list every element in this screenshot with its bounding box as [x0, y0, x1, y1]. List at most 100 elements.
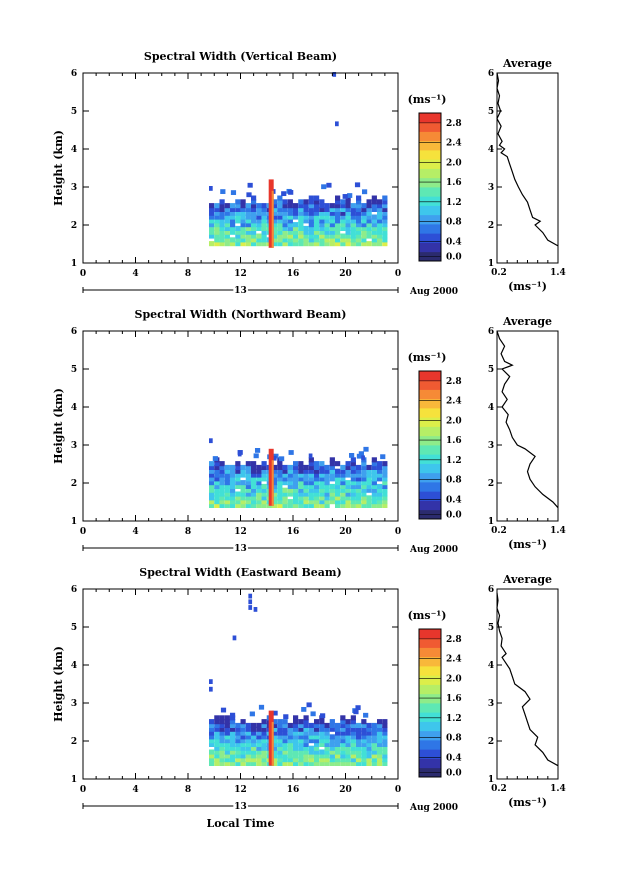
heatmap-cell [350, 487, 356, 493]
heatmap-cell [303, 749, 309, 755]
heatmap-cell [371, 225, 377, 231]
heatmap-cell [342, 194, 348, 199]
heatmap-cell [272, 760, 278, 766]
profile-y-tick-label: 2 [488, 221, 494, 231]
heatmap-cell [235, 726, 241, 732]
heatmap-cell [350, 753, 356, 759]
heatmap-cell [366, 199, 372, 205]
heatmap-cell [277, 719, 283, 725]
heatmap-cell [340, 757, 346, 763]
heatmap-cell [329, 237, 335, 243]
heatmap-cell [235, 241, 241, 247]
heatmap-cell [319, 719, 325, 725]
heatmap-cell [361, 476, 367, 482]
heatmap-cell [324, 730, 330, 736]
heatmap-cell [230, 190, 237, 195]
heatmap-cell [350, 734, 356, 740]
heatmap-cell [350, 730, 356, 736]
heatmap-cell [293, 203, 299, 209]
heatmap-cell [329, 749, 335, 755]
heatmap-cell [371, 502, 377, 508]
heatmap-cell [377, 757, 383, 763]
heatmap-cell [282, 480, 288, 486]
colorbar-swatch [419, 647, 441, 658]
heatmap-cell [293, 730, 299, 736]
heatmap-cell [319, 483, 325, 489]
profile-y-tick-label: 3 [488, 183, 494, 193]
profile-y-tick-label: 1 [488, 517, 494, 527]
heatmap-cell [261, 210, 267, 216]
heatmap-cell [356, 480, 362, 486]
heatmap-cell [335, 726, 341, 732]
heatmap-cell [371, 480, 377, 486]
profile-y-tick-label: 5 [488, 365, 494, 375]
heatmap-cell [256, 757, 262, 763]
heatmap-cell [314, 203, 320, 209]
profile-x-tick-label: 0.2 [491, 784, 507, 794]
heatmap-cell [287, 218, 293, 224]
heatmap-cell [256, 483, 262, 489]
heatmap-cell [366, 499, 372, 505]
heatmap-cell [256, 464, 262, 470]
profile-frame [496, 72, 559, 264]
heatmap-cell [293, 464, 299, 470]
heatmap-cell [371, 730, 377, 736]
heatmap-cell [340, 734, 346, 740]
heatmap-cell [209, 476, 215, 482]
heatmap-cell [335, 225, 341, 231]
heatmap-cell [350, 237, 356, 243]
heatmap-cell [261, 499, 267, 505]
heatmap-cell [314, 499, 320, 505]
heatmap-cell [308, 491, 314, 497]
heatmap-cell [230, 237, 236, 243]
heatmap-cell [361, 502, 367, 508]
heatmap-cell [235, 233, 241, 239]
colorbar-tick-label: 0.0 [446, 768, 462, 778]
heatmap-cell [340, 483, 346, 489]
heatmap-cell [251, 722, 257, 728]
heatmap-cell [324, 480, 330, 486]
heatmap-cell [293, 734, 299, 740]
heatmap-cell [335, 199, 341, 205]
heatmap-cell [329, 225, 335, 231]
heatmap-cell [230, 760, 236, 766]
heatmap-cell [293, 214, 299, 220]
heatmap-cell [245, 476, 251, 482]
heatmap-cell [314, 726, 320, 732]
heatmap-cell [329, 738, 335, 744]
heatmap-cell [314, 480, 320, 486]
colorbar-unit: (ms⁻¹) [408, 351, 447, 364]
profile-y-tick-label: 5 [488, 623, 494, 633]
heatmap-cell [366, 760, 372, 766]
heatmap-cell [277, 472, 283, 478]
heatmap-cell [382, 749, 388, 755]
panel-title: Spectral Width (Vertical Beam) [144, 50, 337, 63]
heatmap-cell [324, 738, 330, 744]
heatmap-cell [214, 225, 220, 231]
heatmap-cell [245, 757, 251, 763]
heatmap-cell [340, 726, 346, 732]
heatmap-cell [272, 206, 278, 212]
heatmap-cell [371, 206, 377, 212]
heatmap-cell [345, 730, 351, 736]
heatmap-cell [371, 726, 377, 732]
heatmap-cell [256, 237, 262, 243]
heatmap-cell [324, 491, 330, 497]
heatmap-cell [277, 233, 283, 239]
heatmap-cell [214, 233, 220, 239]
heatmap-cell [371, 722, 377, 728]
heatmap-cell [366, 730, 372, 736]
heatmap-cell [287, 206, 293, 212]
heatmap-cell [319, 199, 325, 205]
heatmap-cell [287, 726, 293, 732]
heatmap-cell [235, 237, 241, 243]
heatmap-cell [287, 487, 293, 493]
heatmap-cell [214, 483, 220, 489]
heatmap-cell [230, 218, 236, 224]
heatmap-cell [235, 461, 241, 467]
heatmap-cell [256, 726, 262, 732]
y-tick-label: 2 [71, 221, 77, 231]
profile-x-label: (ms⁻¹) [508, 796, 547, 809]
heatmap-cell [287, 753, 293, 759]
heatmap-cell [256, 722, 262, 728]
